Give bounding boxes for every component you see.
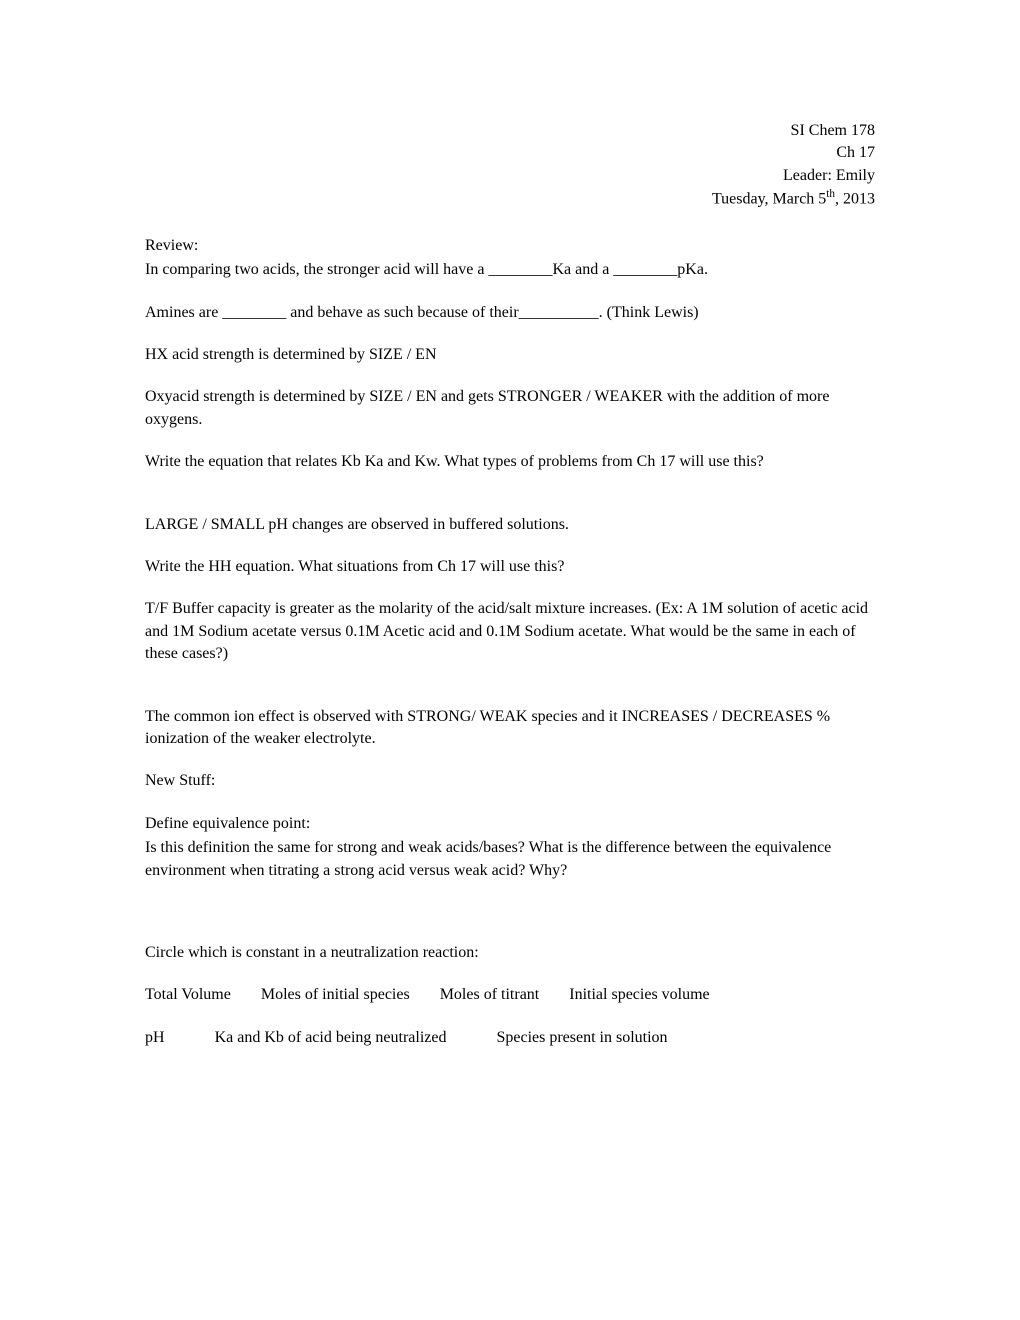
- review-line-4: Oxyacid strength is determined by SIZE /…: [145, 386, 875, 431]
- review-line-5: Write the equation that relates Kb Ka an…: [145, 451, 875, 473]
- review-title: Review:: [145, 235, 875, 257]
- option-total-volume: Total Volume: [145, 984, 231, 1006]
- header-date-super: th: [826, 188, 835, 200]
- review-line-7: Write the HH equation. What situations f…: [145, 556, 875, 578]
- option-species: Species present in solution: [496, 1027, 667, 1049]
- review-line-6: LARGE / SMALL pH changes are observed in…: [145, 514, 875, 536]
- review-line-1: In comparing two acids, the stronger aci…: [145, 259, 875, 281]
- header-date-prefix: Tuesday, March 5: [712, 191, 826, 208]
- equivalence-body: Is this definition the same for strong a…: [145, 837, 875, 882]
- document-header: SI Chem 178 Ch 17 Leader: Emily Tuesday,…: [145, 120, 875, 211]
- options-row-1: Total Volume Moles of initial species Mo…: [145, 984, 875, 1006]
- review-line-2: Amines are ________ and behave as such b…: [145, 302, 875, 324]
- option-moles-titrant: Moles of titrant: [440, 984, 540, 1006]
- header-leader: Leader: Emily: [145, 165, 875, 187]
- option-moles-initial: Moles of initial species: [261, 984, 410, 1006]
- review-line-3: HX acid strength is determined by SIZE /…: [145, 344, 875, 366]
- option-initial-volume: Initial species volume: [569, 984, 709, 1006]
- options-row-2: pH Ka and Kb of acid being neutralized S…: [145, 1027, 875, 1049]
- header-course: SI Chem 178: [145, 120, 875, 142]
- review-line-9: The common ion effect is observed with S…: [145, 706, 875, 751]
- new-stuff-title: New Stuff:: [145, 770, 875, 792]
- circle-prompt: Circle which is constant in a neutraliza…: [145, 942, 875, 964]
- equivalence-title: Define equivalence point:: [145, 813, 875, 835]
- option-ph: pH: [145, 1027, 165, 1049]
- header-date: Tuesday, March 5th, 2013: [145, 187, 875, 211]
- option-ka-kb: Ka and Kb of acid being neutralized: [215, 1027, 447, 1049]
- header-date-suffix: , 2013: [835, 191, 875, 208]
- review-line-8: T/F Buffer capacity is greater as the mo…: [145, 598, 875, 665]
- header-chapter: Ch 17: [145, 142, 875, 164]
